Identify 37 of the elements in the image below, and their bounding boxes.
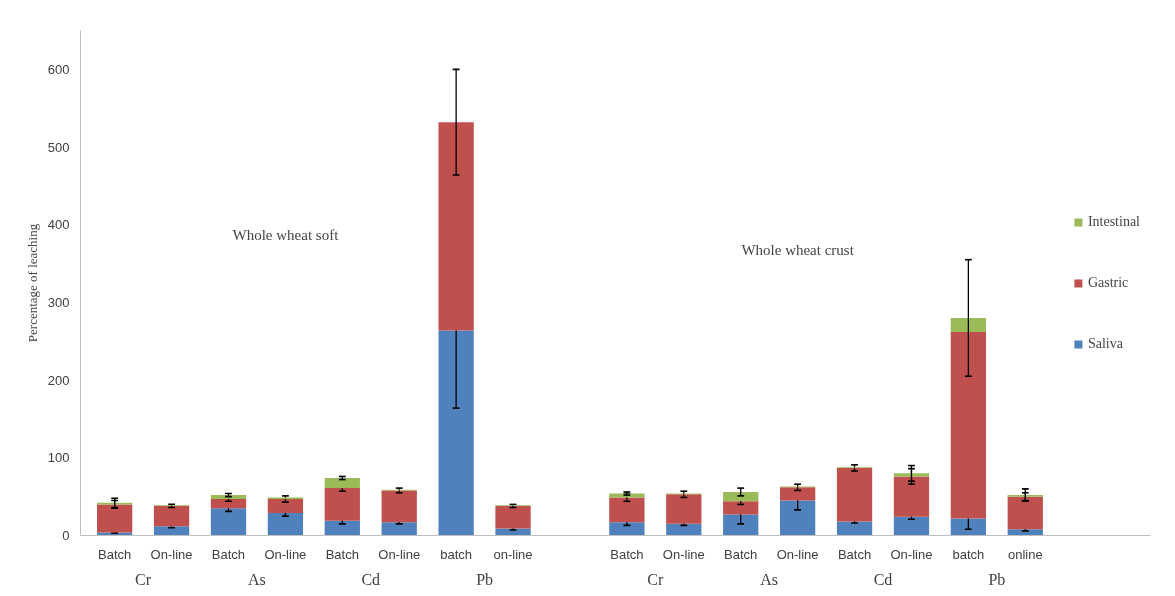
x-tick-label: Batch: [98, 546, 132, 562]
y-tick-label: 600: [47, 61, 70, 77]
y-axis-title: Percentage of leaching: [24, 223, 40, 343]
y-tick-label: 200: [47, 372, 70, 388]
x-tick-label: Batch: [610, 546, 644, 562]
text: As: [248, 570, 266, 588]
x-tick-label: Batch: [325, 546, 359, 562]
x-tick-label: Batch: [724, 546, 758, 562]
y-tick-label: 100: [47, 450, 70, 466]
x-tick-label: Batch: [837, 546, 872, 562]
annotation: Whole wheat soft: [232, 226, 340, 243]
annotation: Whole wheat crust: [741, 241, 855, 258]
text: As: [760, 570, 779, 588]
text: Pb: [476, 570, 494, 588]
text: Cd: [361, 570, 381, 588]
text: Pb: [988, 570, 1006, 588]
x-tick-label: On-line: [776, 546, 819, 562]
x-tick-label: On-line: [890, 546, 933, 562]
text: Cr: [647, 570, 665, 588]
x-tick-label: On-line: [378, 546, 421, 562]
x-tick-label: batch: [440, 546, 473, 562]
legend-label: Intestinal: [1087, 213, 1140, 230]
x-tick-label: On-line: [662, 546, 705, 562]
y-tick-label: 500: [47, 139, 70, 155]
text: Cr: [135, 570, 152, 588]
text: Cd: [873, 570, 893, 588]
y-tick-label: 0: [62, 528, 70, 543]
x-tick-label: on-line: [493, 546, 533, 562]
legend-label: Gastric: [1087, 274, 1129, 291]
x-tick-label: batch: [952, 546, 985, 562]
y-tick-label: 400: [47, 217, 70, 233]
x-tick-label: On-line: [264, 546, 307, 562]
legend-label: Saliva: [1087, 335, 1123, 352]
y-tick-label: 300: [47, 294, 70, 310]
x-tick-label: On-line: [150, 546, 193, 562]
x-tick-label: online: [1007, 546, 1043, 562]
x-tick-label: Batch: [211, 546, 246, 562]
